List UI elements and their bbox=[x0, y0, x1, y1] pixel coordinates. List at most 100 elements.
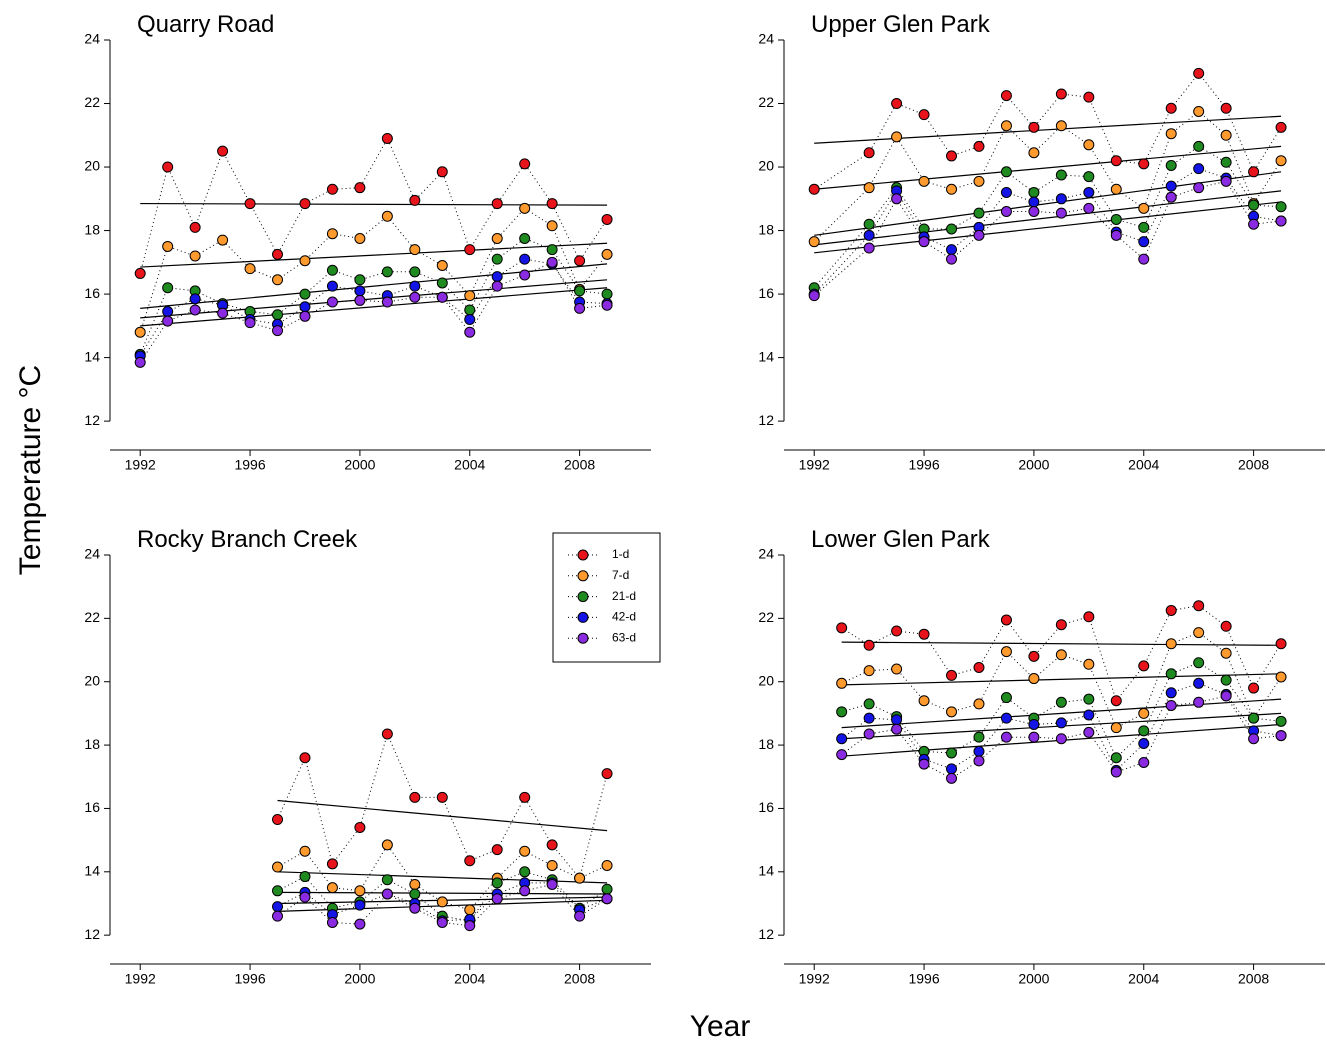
data-point bbox=[272, 910, 284, 922]
data-point bbox=[1138, 707, 1150, 719]
x-tick-label: 2004 bbox=[454, 971, 485, 987]
data-point bbox=[836, 677, 848, 689]
data-point bbox=[891, 98, 903, 110]
data-point bbox=[1000, 166, 1012, 178]
data-point bbox=[601, 768, 613, 780]
data-point bbox=[1110, 155, 1122, 167]
data-point bbox=[299, 310, 311, 322]
x-tick-label: 2008 bbox=[564, 971, 595, 987]
data-point bbox=[1275, 715, 1287, 727]
data-point bbox=[891, 193, 903, 205]
data-point bbox=[601, 883, 613, 895]
data-point bbox=[1083, 611, 1095, 623]
data-point bbox=[1165, 159, 1177, 171]
y-tick-label: 20 bbox=[84, 672, 100, 688]
data-point bbox=[1193, 657, 1205, 669]
data-point bbox=[217, 234, 229, 246]
data-point bbox=[1165, 699, 1177, 711]
data-point bbox=[601, 859, 613, 871]
data-point bbox=[808, 236, 820, 248]
y-tick-label: 16 bbox=[758, 285, 774, 301]
data-point bbox=[354, 821, 366, 833]
data-point bbox=[519, 233, 531, 244]
data-point bbox=[1000, 614, 1012, 626]
data-point bbox=[973, 207, 985, 219]
data-point bbox=[354, 918, 366, 930]
data-point bbox=[519, 845, 531, 857]
data-point bbox=[1055, 717, 1067, 729]
data-point bbox=[973, 698, 985, 710]
data-point bbox=[1220, 674, 1232, 686]
y-tick-label: 16 bbox=[84, 285, 100, 301]
data-point bbox=[1220, 690, 1232, 702]
legend-label: 7-d bbox=[612, 568, 629, 582]
x-tick-label: 2004 bbox=[454, 457, 485, 473]
data-point bbox=[326, 183, 338, 195]
data-point bbox=[464, 920, 476, 932]
data-point bbox=[918, 695, 930, 707]
data-point bbox=[299, 891, 311, 903]
panel: Lower Glen Park 12 14 16 18 20 22 24 1992 1996 200… bbox=[758, 526, 1325, 987]
data-point bbox=[1000, 120, 1012, 132]
data-point bbox=[299, 752, 311, 764]
data-point bbox=[1083, 709, 1095, 721]
trend-line bbox=[277, 871, 608, 884]
x-tick-label: 2008 bbox=[1238, 457, 1269, 473]
data-point bbox=[491, 877, 503, 889]
data-point bbox=[299, 871, 311, 883]
data-point bbox=[1028, 196, 1040, 208]
x-tick-label: 1992 bbox=[125, 457, 156, 473]
data-point bbox=[1028, 673, 1040, 685]
y-tick-label: 18 bbox=[758, 736, 774, 752]
data-point bbox=[863, 218, 875, 230]
x-tick-label: 2000 bbox=[344, 457, 375, 473]
data-point bbox=[519, 269, 531, 281]
trend-line bbox=[140, 242, 608, 268]
x-tick-label: 1996 bbox=[234, 457, 265, 473]
data-point bbox=[436, 791, 448, 803]
data-point bbox=[601, 288, 613, 300]
trend-line bbox=[814, 115, 1282, 144]
y-tick-label: 14 bbox=[758, 863, 774, 879]
data-point bbox=[946, 223, 958, 235]
data-point bbox=[381, 888, 393, 900]
data-point bbox=[1055, 649, 1067, 661]
data-point bbox=[863, 639, 875, 651]
data-point bbox=[946, 706, 958, 718]
data-point bbox=[836, 622, 848, 634]
trend-line bbox=[841, 641, 1282, 646]
data-point bbox=[299, 845, 311, 857]
trend-line bbox=[140, 263, 608, 309]
data-point bbox=[1110, 766, 1122, 778]
data-point bbox=[946, 763, 958, 775]
data-point bbox=[973, 175, 985, 187]
data-point bbox=[162, 282, 174, 294]
data-point bbox=[918, 175, 930, 187]
data-point bbox=[381, 210, 393, 222]
legend-label: 21-d bbox=[612, 589, 636, 603]
data-point bbox=[1248, 712, 1260, 724]
series-line bbox=[139, 258, 608, 357]
data-point bbox=[574, 285, 586, 297]
data-point bbox=[546, 839, 558, 851]
data-point bbox=[1193, 105, 1205, 117]
data-point bbox=[574, 910, 586, 922]
data-point bbox=[973, 229, 985, 241]
data-point bbox=[891, 131, 903, 143]
data-point bbox=[272, 861, 284, 873]
data-point bbox=[546, 878, 558, 890]
data-point bbox=[946, 150, 958, 162]
data-point bbox=[1248, 166, 1260, 178]
y-tick-label: 22 bbox=[758, 609, 774, 625]
data-point bbox=[1165, 180, 1177, 192]
series-line bbox=[139, 237, 608, 355]
data-point bbox=[863, 147, 875, 159]
data-point bbox=[1220, 620, 1232, 632]
data-point bbox=[1028, 186, 1040, 198]
trend-line bbox=[814, 201, 1282, 254]
data-point bbox=[1083, 658, 1095, 670]
data-point bbox=[354, 233, 366, 244]
data-point bbox=[836, 749, 848, 761]
data-point bbox=[918, 236, 930, 248]
data-point bbox=[863, 242, 875, 254]
